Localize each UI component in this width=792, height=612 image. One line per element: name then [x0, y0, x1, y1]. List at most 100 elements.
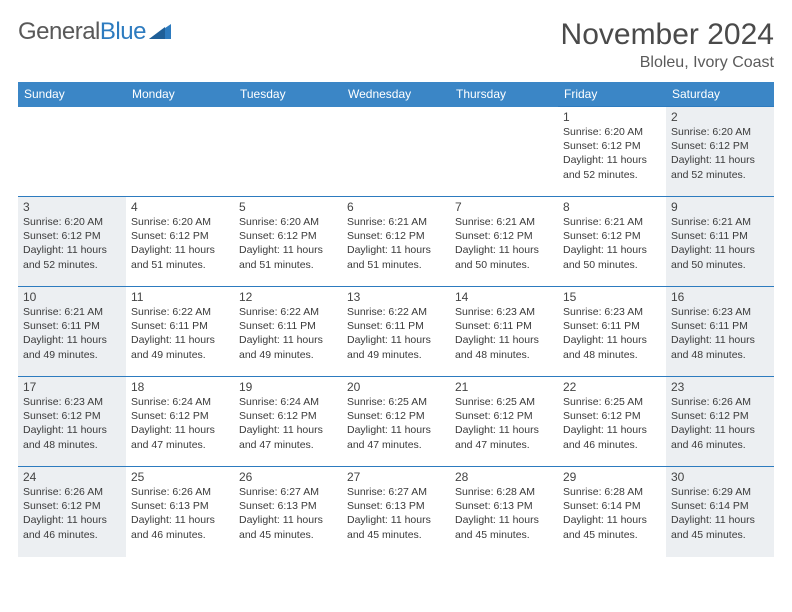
day-cell: 1Sunrise: 6:20 AMSunset: 6:12 PMDaylight… [558, 107, 666, 197]
day-info: Sunrise: 6:25 AMSunset: 6:12 PMDaylight:… [455, 395, 553, 452]
day-cell: 4Sunrise: 6:20 AMSunset: 6:12 PMDaylight… [126, 197, 234, 287]
day-sunrise: Sunrise: 6:25 AM [563, 395, 661, 409]
day-day1: Daylight: 11 hours [23, 243, 121, 257]
day-info: Sunrise: 6:21 AMSunset: 6:12 PMDaylight:… [455, 215, 553, 272]
day-day1: Daylight: 11 hours [563, 243, 661, 257]
month-title: November 2024 [561, 18, 774, 52]
day-number: 9 [671, 200, 769, 214]
day-cell: 6Sunrise: 6:21 AMSunset: 6:12 PMDaylight… [342, 197, 450, 287]
day-day1: Daylight: 11 hours [131, 423, 229, 437]
day-day2: and 51 minutes. [131, 258, 229, 272]
day-info: Sunrise: 6:29 AMSunset: 6:14 PMDaylight:… [671, 485, 769, 542]
day-info: Sunrise: 6:21 AMSunset: 6:12 PMDaylight:… [563, 215, 661, 272]
dow-wednesday: Wednesday [342, 82, 450, 107]
day-number: 6 [347, 200, 445, 214]
day-sunrise: Sunrise: 6:23 AM [23, 395, 121, 409]
day-info: Sunrise: 6:21 AMSunset: 6:11 PMDaylight:… [23, 305, 121, 362]
day-day2: and 52 minutes. [671, 168, 769, 182]
day-day1: Daylight: 11 hours [671, 153, 769, 167]
day-sunrise: Sunrise: 6:21 AM [455, 215, 553, 229]
day-sunrise: Sunrise: 6:24 AM [239, 395, 337, 409]
day-info: Sunrise: 6:22 AMSunset: 6:11 PMDaylight:… [131, 305, 229, 362]
day-day1: Daylight: 11 hours [23, 423, 121, 437]
day-info: Sunrise: 6:22 AMSunset: 6:11 PMDaylight:… [239, 305, 337, 362]
calendar-table: Sunday Monday Tuesday Wednesday Thursday… [18, 82, 774, 557]
day-info: Sunrise: 6:27 AMSunset: 6:13 PMDaylight:… [347, 485, 445, 542]
day-number: 13 [347, 290, 445, 304]
day-number: 20 [347, 380, 445, 394]
day-sunset: Sunset: 6:12 PM [239, 229, 337, 243]
day-sunrise: Sunrise: 6:21 AM [563, 215, 661, 229]
day-sunrise: Sunrise: 6:20 AM [23, 215, 121, 229]
day-day2: and 51 minutes. [347, 258, 445, 272]
empty-day-cell [234, 107, 342, 197]
day-cell: 18Sunrise: 6:24 AMSunset: 6:12 PMDayligh… [126, 377, 234, 467]
day-sunrise: Sunrise: 6:25 AM [455, 395, 553, 409]
day-day2: and 45 minutes. [671, 528, 769, 542]
day-sunset: Sunset: 6:14 PM [563, 499, 661, 513]
day-cell: 8Sunrise: 6:21 AMSunset: 6:12 PMDaylight… [558, 197, 666, 287]
day-day1: Daylight: 11 hours [455, 513, 553, 527]
day-sunset: Sunset: 6:12 PM [671, 139, 769, 153]
day-day1: Daylight: 11 hours [239, 243, 337, 257]
day-day1: Daylight: 11 hours [671, 513, 769, 527]
day-cell: 12Sunrise: 6:22 AMSunset: 6:11 PMDayligh… [234, 287, 342, 377]
day-number: 27 [347, 470, 445, 484]
day-number: 15 [563, 290, 661, 304]
day-sunset: Sunset: 6:13 PM [347, 499, 445, 513]
day-number: 2 [671, 110, 769, 124]
day-sunrise: Sunrise: 6:27 AM [239, 485, 337, 499]
calendar-page: GeneralBlue November 2024 Bloleu, Ivory … [0, 0, 792, 557]
day-sunrise: Sunrise: 6:22 AM [347, 305, 445, 319]
day-info: Sunrise: 6:21 AMSunset: 6:11 PMDaylight:… [671, 215, 769, 272]
day-info: Sunrise: 6:25 AMSunset: 6:12 PMDaylight:… [563, 395, 661, 452]
day-of-week-row: Sunday Monday Tuesday Wednesday Thursday… [18, 82, 774, 107]
day-number: 21 [455, 380, 553, 394]
dow-friday: Friday [558, 82, 666, 107]
day-info: Sunrise: 6:28 AMSunset: 6:13 PMDaylight:… [455, 485, 553, 542]
day-day2: and 47 minutes. [131, 438, 229, 452]
day-info: Sunrise: 6:27 AMSunset: 6:13 PMDaylight:… [239, 485, 337, 542]
day-day1: Daylight: 11 hours [347, 513, 445, 527]
day-day2: and 45 minutes. [239, 528, 337, 542]
day-day1: Daylight: 11 hours [563, 423, 661, 437]
day-cell: 11Sunrise: 6:22 AMSunset: 6:11 PMDayligh… [126, 287, 234, 377]
day-cell: 29Sunrise: 6:28 AMSunset: 6:14 PMDayligh… [558, 467, 666, 557]
day-info: Sunrise: 6:23 AMSunset: 6:11 PMDaylight:… [455, 305, 553, 362]
day-number: 25 [131, 470, 229, 484]
day-sunset: Sunset: 6:11 PM [671, 319, 769, 333]
day-cell: 21Sunrise: 6:25 AMSunset: 6:12 PMDayligh… [450, 377, 558, 467]
day-day1: Daylight: 11 hours [239, 333, 337, 347]
day-number: 16 [671, 290, 769, 304]
day-day1: Daylight: 11 hours [455, 243, 553, 257]
day-day2: and 46 minutes. [131, 528, 229, 542]
day-sunset: Sunset: 6:11 PM [671, 229, 769, 243]
day-info: Sunrise: 6:20 AMSunset: 6:12 PMDaylight:… [563, 125, 661, 182]
day-day2: and 45 minutes. [347, 528, 445, 542]
calendar-week-row: 1Sunrise: 6:20 AMSunset: 6:12 PMDaylight… [18, 107, 774, 197]
day-day1: Daylight: 11 hours [347, 243, 445, 257]
day-sunset: Sunset: 6:12 PM [563, 229, 661, 243]
day-sunset: Sunset: 6:11 PM [563, 319, 661, 333]
day-cell: 3Sunrise: 6:20 AMSunset: 6:12 PMDaylight… [18, 197, 126, 287]
day-sunrise: Sunrise: 6:24 AM [131, 395, 229, 409]
day-cell: 24Sunrise: 6:26 AMSunset: 6:12 PMDayligh… [18, 467, 126, 557]
day-sunset: Sunset: 6:12 PM [239, 409, 337, 423]
day-day2: and 46 minutes. [23, 528, 121, 542]
day-info: Sunrise: 6:23 AMSunset: 6:11 PMDaylight:… [563, 305, 661, 362]
day-day2: and 50 minutes. [671, 258, 769, 272]
day-cell: 28Sunrise: 6:28 AMSunset: 6:13 PMDayligh… [450, 467, 558, 557]
day-number: 18 [131, 380, 229, 394]
day-sunrise: Sunrise: 6:23 AM [671, 305, 769, 319]
day-day1: Daylight: 11 hours [455, 423, 553, 437]
day-info: Sunrise: 6:26 AMSunset: 6:13 PMDaylight:… [131, 485, 229, 542]
day-day1: Daylight: 11 hours [131, 333, 229, 347]
day-info: Sunrise: 6:25 AMSunset: 6:12 PMDaylight:… [347, 395, 445, 452]
day-day1: Daylight: 11 hours [563, 513, 661, 527]
day-number: 28 [455, 470, 553, 484]
empty-day-cell [18, 107, 126, 197]
day-sunrise: Sunrise: 6:20 AM [563, 125, 661, 139]
day-sunset: Sunset: 6:12 PM [455, 229, 553, 243]
day-sunrise: Sunrise: 6:26 AM [671, 395, 769, 409]
day-sunset: Sunset: 6:12 PM [671, 409, 769, 423]
